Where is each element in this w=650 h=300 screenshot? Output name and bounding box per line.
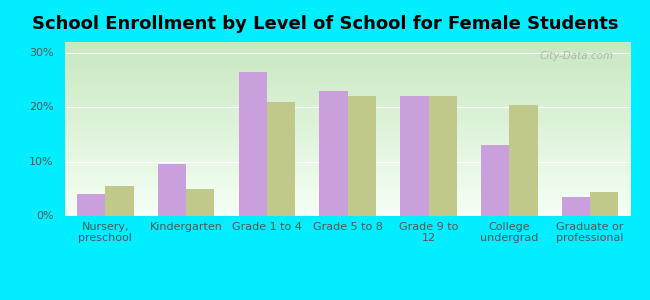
Text: 20%: 20%	[29, 102, 54, 112]
Text: City-Data.com: City-Data.com	[540, 51, 614, 61]
Text: 10%: 10%	[29, 157, 54, 166]
Bar	[239, 72, 267, 216]
Bar	[105, 186, 134, 216]
Bar	[400, 96, 428, 216]
Bar	[510, 104, 538, 216]
Text: 0%: 0%	[36, 211, 54, 221]
Text: 30%: 30%	[29, 48, 54, 58]
Bar	[267, 102, 295, 216]
Bar	[562, 197, 590, 216]
Bar	[320, 91, 348, 216]
Bar	[590, 191, 618, 216]
Bar	[77, 194, 105, 216]
Bar	[428, 96, 457, 216]
Bar	[186, 189, 214, 216]
Text: School Enrollment by Level of School for Female Students: School Enrollment by Level of School for…	[32, 15, 618, 33]
Bar	[348, 96, 376, 216]
Bar	[158, 164, 186, 216]
Bar	[481, 145, 510, 216]
